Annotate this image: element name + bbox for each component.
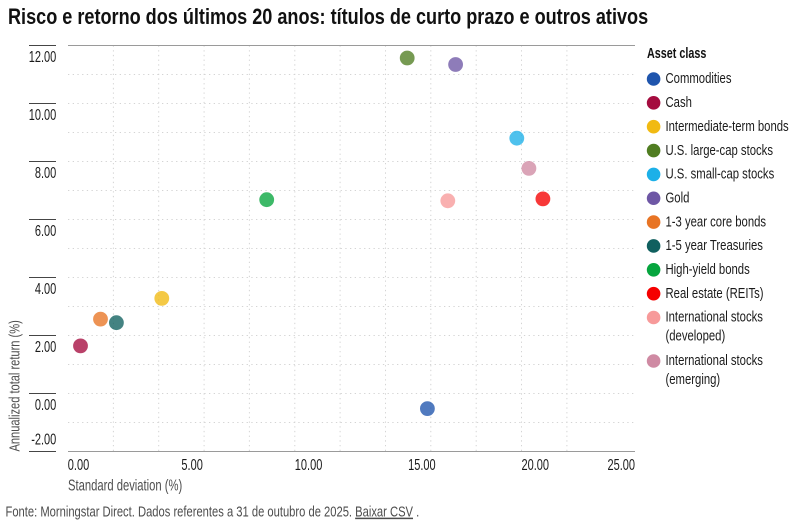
svg-text:25.00: 25.00 xyxy=(607,456,635,473)
svg-text:5.00: 5.00 xyxy=(181,456,202,473)
svg-text:Fonte: Morningstar Direct. Dad: Fonte: Morningstar Direct. Dados referen… xyxy=(6,503,420,520)
svg-text:6.00: 6.00 xyxy=(35,222,56,239)
svg-text:Annualized total return (%): Annualized total return (%) xyxy=(6,320,23,451)
svg-text:Asset class: Asset class xyxy=(647,44,706,61)
svg-text:High-yield bonds: High-yield bonds xyxy=(666,260,751,277)
svg-text:15.00: 15.00 xyxy=(408,456,436,473)
svg-text:(developed): (developed) xyxy=(666,327,726,344)
svg-text:10.00: 10.00 xyxy=(295,456,323,473)
svg-text:2.00: 2.00 xyxy=(35,338,56,355)
svg-text:-2.00: -2.00 xyxy=(31,431,56,448)
svg-text:Intermediate-term bonds: Intermediate-term bonds xyxy=(666,117,789,134)
svg-text:U.S. small-cap stocks: U.S. small-cap stocks xyxy=(666,165,775,182)
svg-text:12.00: 12.00 xyxy=(29,48,57,65)
svg-text:U.S. large-cap stocks: U.S. large-cap stocks xyxy=(666,141,774,158)
svg-text:Gold: Gold xyxy=(666,189,690,206)
svg-text:Real estate (REITs): Real estate (REITs) xyxy=(666,284,764,301)
svg-text:20.00: 20.00 xyxy=(522,456,550,473)
svg-text:8.00: 8.00 xyxy=(35,164,56,181)
svg-text:(emerging): (emerging) xyxy=(666,370,721,387)
svg-text:0.00: 0.00 xyxy=(35,396,56,413)
svg-text:Standard deviation (%): Standard deviation (%) xyxy=(68,477,182,494)
svg-text:0.00: 0.00 xyxy=(68,456,89,473)
svg-text:4.00: 4.00 xyxy=(35,280,56,297)
svg-text:Risco e retorno dos últimos 20: Risco e retorno dos últimos 20 anos: tít… xyxy=(8,5,648,29)
svg-text:10.00: 10.00 xyxy=(29,106,57,123)
svg-text:Commodities: Commodities xyxy=(666,70,732,87)
svg-text:International stocks: International stocks xyxy=(666,308,764,325)
svg-text:Cash: Cash xyxy=(666,93,692,110)
svg-text:1-5 year Treasuries: 1-5 year Treasuries xyxy=(666,237,764,254)
svg-text:1-3 year core bonds: 1-3 year core bonds xyxy=(666,213,767,230)
svg-text:International stocks: International stocks xyxy=(666,352,764,369)
